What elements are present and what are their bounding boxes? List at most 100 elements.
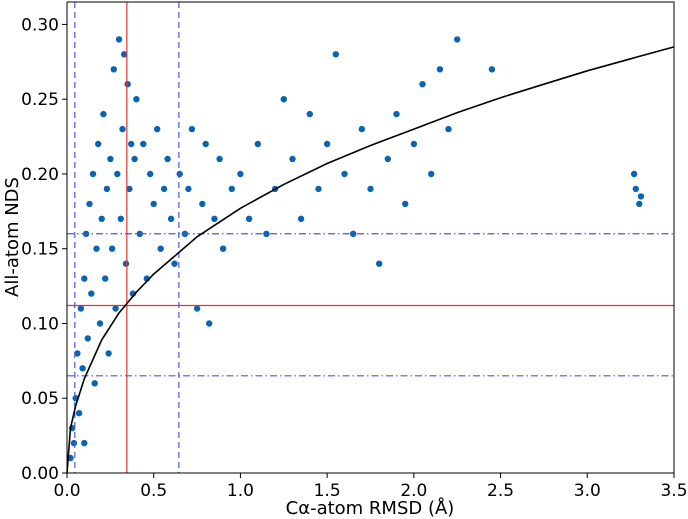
- scatter-point: [219, 245, 227, 252]
- scatter-point: [199, 200, 206, 208]
- scatter-point: [115, 36, 123, 43]
- scatter-point: [117, 215, 125, 222]
- x-tick-label: 1.0: [227, 481, 254, 501]
- scatter-point: [93, 245, 100, 252]
- y-tick-label: 0.00: [21, 464, 59, 484]
- scatter-point: [167, 215, 175, 222]
- y-tick-label: 0.10: [21, 314, 59, 334]
- scatter-point: [245, 215, 253, 222]
- scatter-point: [88, 290, 95, 297]
- scatter-point: [428, 170, 435, 178]
- scatter-point: [323, 140, 331, 148]
- scatter-point: [384, 155, 391, 163]
- scatter-point: [488, 66, 496, 73]
- scatter-point: [89, 170, 97, 178]
- plot-frame: [66, 1, 675, 474]
- scatter-point: [107, 155, 114, 163]
- scatter-point: [128, 140, 135, 148]
- scatter-point: [91, 380, 98, 387]
- x-axis-ticks: 0.0 0.5 1.0 1.5 2.0 2.5 3.0 3.5: [53, 473, 688, 501]
- scatter-point: [306, 110, 313, 118]
- x-tick-label: 3.0: [574, 481, 601, 501]
- x-tick-label: 2.0: [400, 481, 427, 501]
- scatter-point: [102, 275, 109, 282]
- scatter-point: [95, 140, 102, 148]
- scatter-point: [110, 66, 118, 73]
- scatter-point: [228, 185, 235, 193]
- scatter-point: [193, 305, 201, 312]
- scatter-point: [410, 140, 418, 148]
- y-tick-label: 0.25: [21, 90, 59, 110]
- x-tick-label: 2.5: [487, 481, 514, 501]
- scatter-point: [402, 200, 409, 208]
- scatter-point: [637, 193, 645, 200]
- scatter-point: [100, 110, 107, 118]
- scatter-point: [419, 81, 426, 88]
- scatter-point: [188, 125, 196, 133]
- x-tick-label: 3.5: [660, 481, 687, 501]
- scatter-point: [216, 155, 223, 163]
- scatter-point: [112, 305, 119, 312]
- scatter-point: [98, 215, 105, 222]
- scatter-point: [206, 320, 213, 327]
- scatter-point: [70, 439, 78, 447]
- scatter-point: [122, 260, 130, 267]
- scatter-point: [315, 185, 322, 193]
- scatter-point: [160, 185, 168, 193]
- scatter-point: [157, 245, 164, 252]
- scatter-point: [367, 185, 374, 193]
- x-tick-label: 0.0: [53, 481, 80, 501]
- scatter-point: [237, 170, 244, 178]
- scatter-point: [376, 260, 383, 267]
- scatter-point: [126, 185, 133, 193]
- x-axis-label: Cα-atom RMSD (Å): [286, 497, 455, 519]
- reference-lines: [67, 2, 674, 473]
- scatter-point: [86, 200, 93, 208]
- scatter-point: [280, 96, 287, 103]
- scatter-point: [341, 170, 348, 178]
- scatter-point: [164, 155, 171, 163]
- scatter-point: [289, 155, 296, 163]
- scatter-point: [84, 335, 92, 342]
- y-tick-label: 0.30: [21, 15, 59, 35]
- y-tick-label: 0.05: [21, 389, 59, 409]
- scatter-point: [119, 125, 126, 133]
- scatter-point: [436, 66, 444, 73]
- x-tick-label: 1.5: [314, 481, 341, 501]
- scatter-point: [154, 125, 161, 133]
- scatter-point: [630, 170, 638, 178]
- scatter-point: [140, 140, 147, 148]
- scatter-point: [632, 185, 639, 193]
- scatter-point: [81, 439, 88, 447]
- scatter-point: [133, 96, 140, 103]
- scatter-point: [108, 245, 116, 252]
- scatter-point: [77, 305, 85, 312]
- x-tick-label: 0.5: [140, 481, 167, 501]
- scatter-point: [147, 170, 154, 178]
- scatter-point: [254, 140, 261, 148]
- scatter-point: [445, 125, 452, 133]
- points-layer: [67, 36, 645, 462]
- scatter-point: [96, 320, 104, 327]
- scatter-point: [176, 170, 183, 178]
- scatter-point: [150, 200, 157, 208]
- scatter-point: [171, 260, 178, 267]
- scatter-point: [358, 125, 365, 133]
- scatter-point: [211, 215, 218, 222]
- scatter-point: [103, 185, 111, 193]
- y-axis-label: All-atom NDS: [2, 177, 23, 297]
- y-tick-label: 0.20: [21, 165, 59, 185]
- scatter-point: [81, 275, 88, 282]
- scatter-point: [636, 200, 643, 208]
- scatter-point: [131, 155, 138, 163]
- scatter-point: [121, 51, 128, 58]
- scatter-point: [75, 410, 83, 417]
- scatter-point: [454, 36, 461, 43]
- scatter-point: [114, 170, 121, 178]
- fit-curve: [66, 46, 675, 474]
- scatter-point: [332, 51, 339, 58]
- scatter-point: [202, 140, 209, 148]
- scatter-point: [185, 185, 192, 193]
